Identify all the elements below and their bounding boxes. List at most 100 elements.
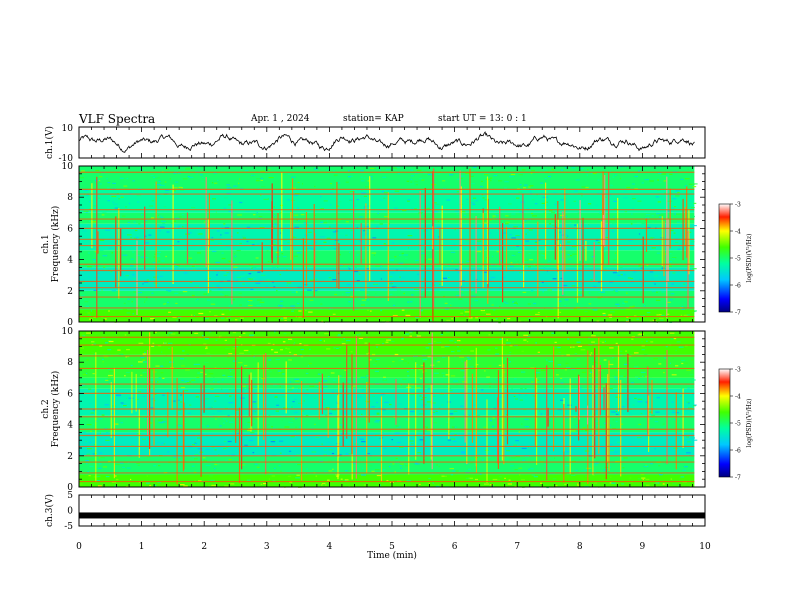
- ch2-spectrogram-speckle: [383, 376, 386, 378]
- ch2-spectrogram-speckle: [484, 483, 489, 485]
- ch1-spectrogram-speckle: [541, 281, 544, 283]
- ch2-spectrogram-speckle: [93, 443, 97, 446]
- ch2-spectrogram-speckle: [366, 401, 370, 403]
- ch1-spectrogram-speckle: [296, 302, 300, 305]
- ch2-spectrogram-speckle: [629, 385, 635, 387]
- ch2-spectrogram-speckle: [669, 362, 671, 364]
- ch1-spectrogram-speckle: [82, 230, 88, 232]
- ch1-spectrogram-speckle: [97, 276, 100, 279]
- ch1-spectrogram-speckle: [228, 305, 231, 307]
- ch2-spectrogram-speckle: [210, 356, 212, 358]
- ch1-spectrogram-speckle: [348, 170, 350, 172]
- ch2-spectrogram-speckle: [577, 483, 579, 485]
- ch1-spectrogram-speckle: [239, 242, 242, 245]
- ch2-spectrogram-speckle: [442, 356, 446, 358]
- ch1-spectrogram-speckle: [464, 309, 466, 312]
- ch2-spectrogram-speckle: [189, 404, 192, 406]
- time-tick-label: 7: [514, 542, 520, 552]
- ch2-spectrogram-speckle: [289, 381, 292, 383]
- ch1-spectrogram-speckle: [110, 311, 115, 313]
- ch2-spectrogram-speckle: [434, 372, 439, 374]
- ch2-spectrogram-speckle: [307, 365, 309, 367]
- ch2-spectrogram-speckle: [581, 470, 586, 472]
- ch1-spectrogram-speckle: [666, 175, 670, 177]
- ch1-spectrogram-speckle: [164, 189, 170, 191]
- ch1-spectrogram-speckle: [161, 265, 165, 267]
- ch2-spectrogram-speckle: [99, 345, 103, 347]
- ch2-spectrogram-speckle: [608, 449, 614, 452]
- ch1-spectrogram-speckle: [256, 212, 258, 214]
- ch2-spectrogram-speckle: [272, 443, 277, 445]
- ch2-spectrogram-speckle: [629, 412, 631, 414]
- ch2-spectrogram-speckle: [489, 369, 492, 371]
- ch1-spectrogram-speckle: [518, 191, 523, 193]
- ch1-spectrogram-speckle: [539, 182, 544, 184]
- ch2-spectrogram-speckle: [631, 338, 634, 340]
- ch1-spectrogram-speckle: [513, 319, 519, 321]
- ch1-spectrogram-speckle: [309, 299, 314, 301]
- ch1-spectrogram-speckle: [192, 268, 197, 270]
- ch2-spectrogram-speckle: [252, 401, 257, 403]
- ch2-spectrogram-speckle: [506, 450, 510, 452]
- ch1-spectrogram-speckle: [102, 212, 107, 214]
- ch2-spectrogram-speckle: [327, 479, 330, 481]
- ch1-spectrogram-speckle: [291, 308, 296, 310]
- ch2-spectrogram-speckle: [251, 354, 254, 356]
- ch2-spectrogram-speckle: [518, 484, 520, 486]
- ch1-spectrogram-speckle: [394, 190, 400, 192]
- ch1-spectrogram-speckle: [158, 180, 161, 183]
- ch2-spectrogram-speckle: [630, 391, 633, 394]
- ch1-spectrogram-speckle: [425, 259, 427, 261]
- ch2-spectrogram-speckle: [366, 375, 370, 377]
- ch1-spectrogram-speckle: [281, 191, 285, 193]
- ch1-spectrogram-speckle: [629, 306, 634, 308]
- ch2-spectrogram-speckle: [609, 424, 611, 426]
- ch1-spectrogram-speckle: [450, 304, 452, 306]
- ch2-spectrogram-speckle: [581, 371, 586, 373]
- ch1-spectrogram-speckle: [409, 301, 413, 303]
- ch1-spectrogram-speckle: [214, 182, 218, 184]
- ch1-spectrogram-speckle: [557, 300, 562, 302]
- ch1-spectrogram-speckle: [567, 254, 570, 256]
- ch1-spectrogram-speckle: [373, 254, 376, 256]
- ch1-spectrogram-speckle: [233, 266, 238, 268]
- ch1-spectrogram-speckle: [381, 320, 385, 322]
- ch1-spectrogram-speckle: [302, 183, 303, 185]
- ch2-spectrogram-speckle: [514, 378, 517, 380]
- ch2-spectrogram-speckle: [189, 443, 192, 445]
- ch2-spectrogram-speckle: [232, 360, 238, 362]
- ch2-spectrogram-speckle: [557, 373, 563, 375]
- ch2-spectrogram-speckle: [238, 417, 243, 419]
- ch2-spectrogram-ytick-label: 8: [67, 358, 73, 368]
- ch1-spectrogram-speckle: [438, 281, 442, 283]
- ch1-spectrogram-speckle: [609, 240, 612, 242]
- ch1-spectrogram-speckle: [659, 242, 662, 244]
- ch1-spectrogram-speckle: [670, 217, 674, 219]
- ch2-spectrogram-speckle: [672, 483, 677, 485]
- ch2-spectrogram-speckle: [324, 370, 327, 372]
- ch2-spectrogram-speckle: [453, 380, 458, 382]
- ch1-spectrogram-speckle: [174, 171, 178, 173]
- ch2-spectrogram-speckle: [423, 426, 428, 428]
- ch1-spectrogram-speckle: [345, 181, 349, 183]
- ch2-spectrogram-speckle: [228, 389, 232, 391]
- ch2-spectrogram-speckle: [671, 444, 673, 446]
- ch1-spectrogram-speckle: [159, 230, 161, 232]
- ch1-spectrogram-speckle: [308, 298, 310, 300]
- ch2-spectrogram-speckle: [274, 396, 278, 398]
- ch2-spectrogram-speckle: [183, 485, 188, 487]
- ch1-spectrogram-speckle: [553, 192, 558, 194]
- ch2-spectrogram-speckle: [117, 349, 121, 351]
- ch2-spectrogram-speckle: [142, 359, 145, 361]
- ch2-spectrogram-speckle: [177, 425, 182, 427]
- ch1-spectrogram-colorbar-tick-label: -5: [735, 256, 741, 263]
- ch1-spectrogram-speckle: [397, 173, 400, 175]
- ch1-spectrogram-speckle: [347, 176, 351, 178]
- ch2-spectrogram-speckle: [636, 452, 641, 454]
- ch1-spectrogram-speckle: [483, 260, 486, 262]
- ch2-spectrogram-speckle: [214, 395, 220, 397]
- ch2-spectrogram-sferic-streak: [598, 337, 600, 454]
- ch2-spectrogram-speckle: [142, 371, 147, 373]
- ch2-spectrogram-speckle: [338, 454, 342, 456]
